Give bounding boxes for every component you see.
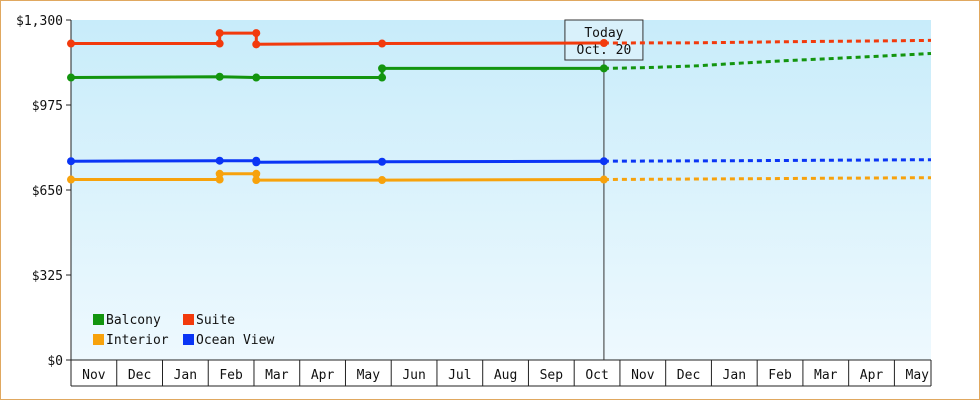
x-axis: Nov Dec Jan Feb Mar Apr May Jun Jul Aug Sep Oct Nov D… — [70, 360, 932, 387]
plot-area — [71, 20, 931, 360]
data-point-interior — [215, 175, 224, 184]
data-point-balcony — [215, 72, 224, 81]
data-point-interior — [378, 176, 387, 185]
legend-swatch-balcony — [93, 314, 104, 325]
legend-swatch-suite — [183, 314, 194, 325]
series-suite — [67, 29, 932, 49]
data-point-suite — [252, 40, 261, 49]
data-point-balcony — [378, 73, 387, 82]
x-tick-label: Apr — [860, 368, 884, 383]
x-tick-label: Jan — [174, 368, 197, 383]
x-tick-label: May — [906, 368, 930, 383]
series-line-balcony — [70, 66, 604, 79]
x-tick-label: Mar — [265, 368, 289, 383]
x-tick-label: Oct — [585, 368, 608, 383]
data-point-ocean-view — [67, 157, 75, 166]
x-tick-label: Dec — [128, 368, 151, 383]
series-line-ocean-view — [70, 159, 604, 164]
data-point-suite — [215, 29, 224, 38]
data-point-suite — [378, 39, 387, 48]
x-tick-label: Apr — [311, 368, 335, 383]
x-tick-label: Sep — [540, 368, 564, 383]
legend-item-interior: Interior — [93, 333, 169, 348]
legend: Balcony Suite Interior Ocean View — [93, 313, 274, 348]
data-point-interior — [252, 169, 261, 178]
legend-item-balcony: Balcony — [93, 313, 161, 328]
today-label-line1: Today — [584, 26, 623, 41]
data-point-interior — [599, 175, 608, 184]
series-interior — [67, 169, 932, 185]
x-tick-label: Aug — [494, 368, 517, 383]
data-point-interior — [67, 175, 75, 184]
data-point-ocean-view — [599, 157, 608, 166]
x-tick-label: Nov — [82, 368, 106, 383]
legend-label-interior: Interior — [106, 333, 169, 348]
series-forecast-ocean-view — [603, 158, 932, 163]
data-point-suite — [215, 39, 224, 48]
x-tick-label: Mar — [814, 368, 838, 383]
today-label-line2: Oct. 20 — [577, 43, 632, 58]
data-point-balcony — [67, 73, 75, 82]
y-tick-label: $1,300 — [16, 14, 63, 29]
data-point-balcony — [378, 64, 387, 73]
legend-label-balcony: Balcony — [106, 313, 161, 328]
data-point-ocean-view — [378, 157, 387, 166]
series-forecast-interior — [603, 176, 932, 181]
data-point-balcony — [252, 73, 261, 82]
y-tick-label: $325 — [32, 269, 63, 284]
legend-swatch-ocean-view — [183, 334, 194, 345]
x-tick-label: Dec — [677, 368, 700, 383]
data-point-balcony — [599, 64, 608, 73]
legend-item-suite: Suite — [183, 313, 235, 328]
x-tick-label: Jun — [402, 368, 425, 383]
y-tick-label: $650 — [32, 184, 63, 199]
data-point-suite — [252, 29, 261, 38]
x-tick-label: Feb — [219, 368, 243, 383]
data-point-interior — [252, 176, 261, 185]
legend-label-suite: Suite — [196, 313, 235, 328]
y-tick-label: $975 — [32, 99, 63, 114]
legend-swatch-interior — [93, 334, 104, 345]
data-point-ocean-view — [215, 156, 224, 165]
series-ocean-view — [67, 156, 932, 167]
x-tick-label: Jul — [448, 368, 471, 383]
data-point-suite — [599, 39, 608, 48]
x-tick-label: Jan — [723, 368, 746, 383]
series-balcony — [67, 52, 932, 82]
x-tick-label: Feb — [768, 368, 792, 383]
legend-item-ocean-view: Ocean View — [183, 333, 274, 348]
legend-label-ocean-view: Ocean View — [196, 333, 274, 348]
y-axis: $0 $325 $650 $975 $1,300 — [16, 14, 931, 369]
series-lines — [67, 29, 932, 185]
data-point-ocean-view — [252, 158, 261, 167]
x-tick-label: May — [357, 368, 381, 383]
y-tick-label: $0 — [47, 354, 63, 369]
data-point-suite — [67, 39, 75, 48]
data-point-interior — [215, 169, 224, 178]
x-tick-label: Nov — [631, 368, 655, 383]
